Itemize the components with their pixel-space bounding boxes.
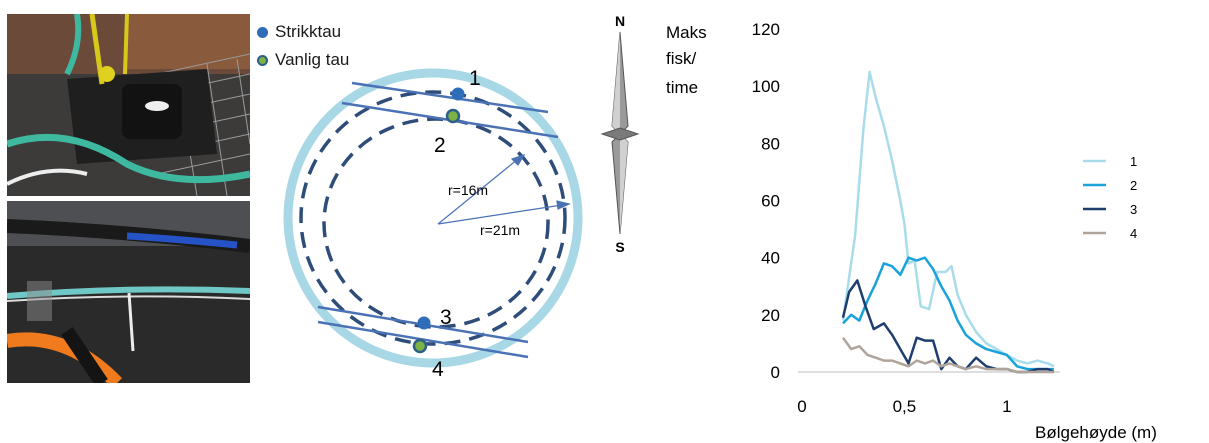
legend-label-4: 4 bbox=[1130, 226, 1137, 241]
y-tick-label: 20 bbox=[761, 306, 780, 325]
blue-dot-icon bbox=[257, 27, 268, 39]
photo-winch-equipment bbox=[7, 14, 250, 196]
green-dot-icon bbox=[257, 55, 268, 67]
position-label-4: 4 bbox=[432, 358, 444, 381]
x-axis-ticks: 0 0,5 1 bbox=[797, 397, 1011, 416]
legend-item-vanlig-tau: Vanlig tau bbox=[257, 50, 349, 70]
arrow-head-icon bbox=[510, 153, 526, 166]
x-axis-label: Bølgehøyde (m) bbox=[1035, 423, 1157, 442]
x-tick-label: 0 bbox=[797, 397, 806, 416]
marker-4-vanlig-tau bbox=[412, 338, 428, 354]
legend-label-2: 2 bbox=[1130, 178, 1137, 193]
radius-arrow-21 bbox=[437, 204, 563, 225]
y-tick-label: 120 bbox=[752, 20, 780, 39]
series-line-2 bbox=[842, 256, 1054, 371]
rope-line-1 bbox=[351, 81, 549, 114]
legend-label: Strikktau bbox=[275, 22, 342, 41]
y-axis-label-line-3: time bbox=[666, 78, 698, 97]
photo-ropes-on-net bbox=[7, 201, 250, 383]
y-tick-label: 100 bbox=[752, 77, 780, 96]
y-axis-label-line-1: Maks bbox=[666, 23, 707, 42]
x-tick-label: 1 bbox=[1002, 397, 1011, 416]
marker-3-strikktau bbox=[417, 316, 431, 330]
y-tick-label: 60 bbox=[761, 192, 780, 211]
y-tick-label: 40 bbox=[761, 249, 780, 268]
series-line-4 bbox=[841, 336, 1054, 374]
chart-legend: 1 2 3 4 bbox=[1083, 154, 1137, 241]
marker-2-vanlig-tau bbox=[445, 108, 461, 124]
compass-south-label: S bbox=[615, 239, 624, 255]
arrow-head-icon bbox=[556, 200, 571, 210]
series-lines bbox=[841, 70, 1055, 374]
y-tick-label: 0 bbox=[771, 363, 780, 382]
position-label-1: 1 bbox=[469, 67, 481, 90]
legend-label: Vanlig tau bbox=[275, 50, 350, 69]
position-label-3: 3 bbox=[440, 306, 452, 329]
y-axis-label-line-2: fisk/ bbox=[666, 49, 697, 68]
cage-diagram: 1 2 3 4 r=16m r=21m bbox=[283, 67, 583, 381]
radius-arrow-16 bbox=[437, 158, 519, 225]
ring-r21 bbox=[299, 90, 567, 346]
series-line-1 bbox=[841, 70, 1055, 368]
compass-needle-east-west bbox=[600, 127, 640, 141]
position-label-2: 2 bbox=[434, 134, 446, 157]
marker-1-strikktau bbox=[451, 87, 465, 101]
radius-label-21: r=21m bbox=[480, 222, 520, 238]
cage-outer-ring bbox=[283, 68, 583, 368]
x-tick-label: 0,5 bbox=[893, 397, 917, 416]
legend-label-3: 3 bbox=[1130, 202, 1137, 217]
radius-label-16: r=16m bbox=[448, 182, 488, 198]
y-tick-label: 80 bbox=[761, 134, 780, 153]
compass-rose: N S bbox=[600, 13, 640, 255]
legend-item-strikktau: Strikktau bbox=[257, 22, 341, 42]
legend-label-1: 1 bbox=[1130, 154, 1137, 169]
compass-north-label: N bbox=[615, 13, 625, 29]
y-axis-ticks: 0 20 40 60 80 100 120 bbox=[752, 20, 780, 382]
